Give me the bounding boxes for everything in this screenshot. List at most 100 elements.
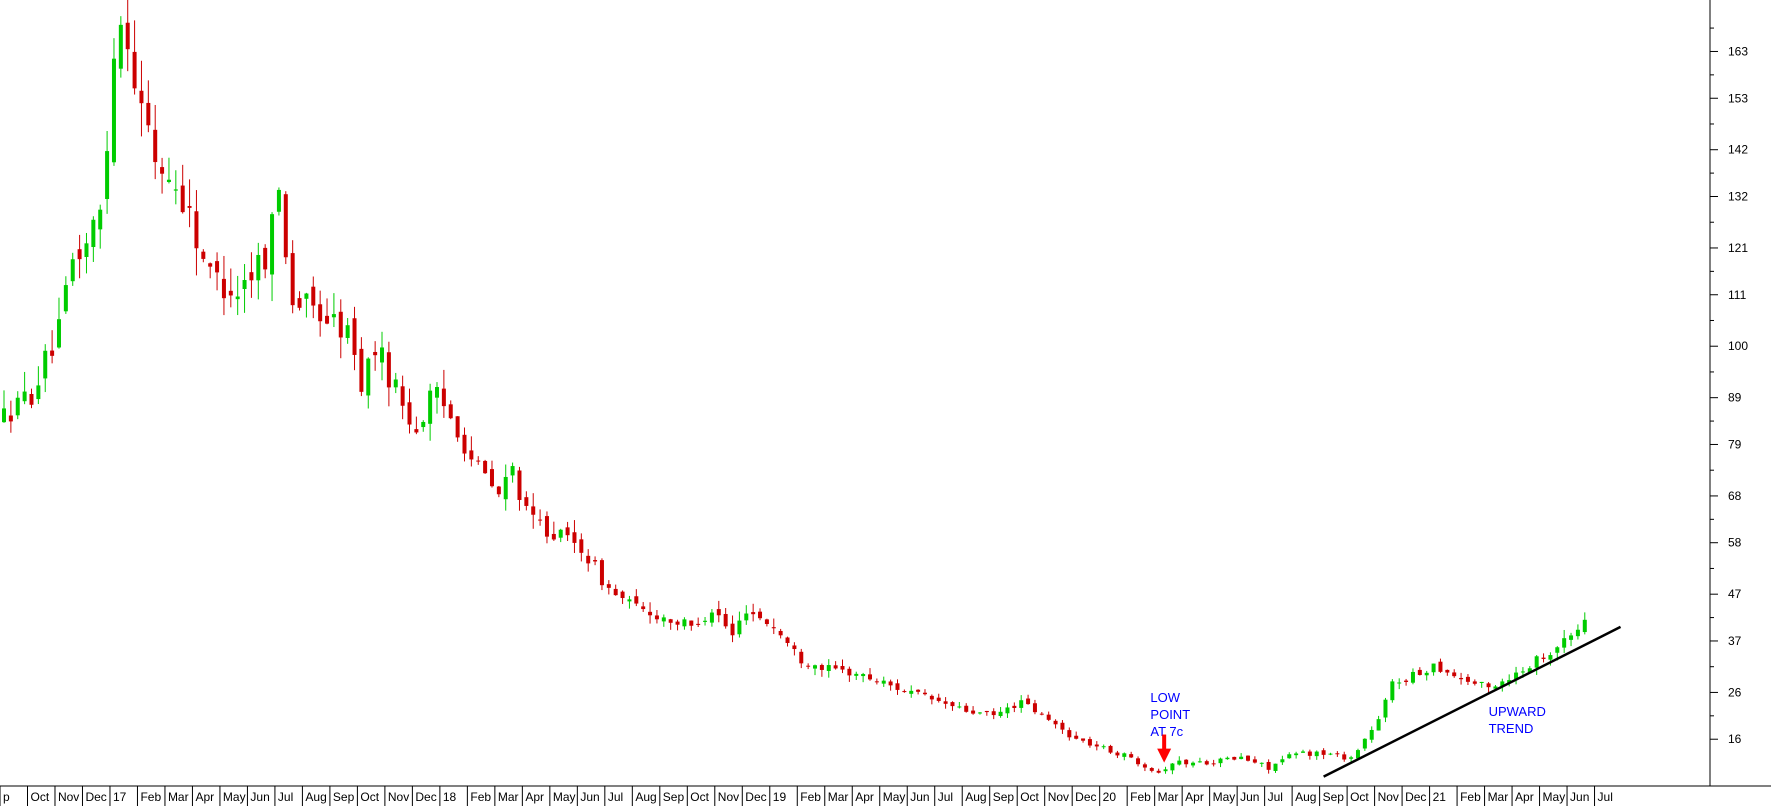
candle-body: [386, 352, 391, 388]
x-month-label: Sep: [993, 790, 1015, 804]
candle-body: [1081, 738, 1086, 741]
x-month-label: Apr: [1185, 790, 1204, 804]
candle-body: [929, 695, 934, 700]
candle-body: [1514, 672, 1519, 680]
x-month-label: Feb: [470, 790, 491, 804]
x-month-label: Jul: [608, 790, 623, 804]
candle-body: [641, 606, 646, 610]
candle-body: [1259, 762, 1264, 764]
candle-body: [297, 298, 302, 308]
candle-body: [606, 584, 611, 588]
x-month-label: 19: [773, 790, 787, 804]
y-tick-label: 163: [1728, 44, 1748, 58]
candle-body: [1534, 656, 1539, 668]
candle-body: [441, 388, 446, 407]
candle-body: [771, 627, 776, 629]
candle-body: [1486, 683, 1491, 688]
candle-body: [91, 219, 96, 248]
annotation-text: TREND: [1489, 721, 1534, 736]
candle-body: [758, 611, 763, 619]
candle-body: [544, 516, 549, 537]
x-month-label: Dec: [1075, 790, 1096, 804]
x-month-label: 21: [1433, 790, 1447, 804]
x-month-label: Aug: [305, 790, 326, 804]
candle-body: [270, 214, 275, 275]
candle-body: [325, 315, 330, 324]
x-month-label: May: [1543, 790, 1566, 804]
annotation-layer: LOW POINT AT 7c UPWARD TREND: [1150, 690, 1546, 763]
candle-body: [132, 51, 137, 89]
x-month-label: May: [223, 790, 246, 804]
x-month-label: Sep: [663, 790, 685, 804]
candle-body: [620, 591, 625, 599]
candle-body: [146, 102, 151, 126]
candle-body: [1191, 762, 1196, 766]
candle-body: [861, 674, 866, 677]
x-month-label: Mar: [828, 790, 849, 804]
x-month-label: Mar: [498, 790, 519, 804]
x-month-label: Apr: [195, 790, 214, 804]
candle-body: [428, 390, 433, 424]
candle-body: [682, 619, 687, 627]
x-month-label: Oct: [690, 790, 709, 804]
candle-body: [551, 533, 556, 540]
candle-body: [599, 560, 604, 586]
candle-body: [194, 211, 199, 249]
candle-body: [304, 293, 309, 299]
candle-body: [1349, 757, 1354, 759]
candle-body: [1232, 756, 1237, 760]
x-month-label: Aug: [635, 790, 656, 804]
candle-body: [221, 278, 226, 299]
candle-body: [1184, 759, 1189, 765]
candle-body: [1548, 655, 1553, 660]
candle-body: [1383, 699, 1388, 718]
candle-body: [1163, 769, 1168, 772]
candle-body: [366, 358, 371, 396]
candle-body: [867, 674, 872, 680]
x-month-label: Feb: [140, 790, 161, 804]
candle-body: [56, 319, 61, 348]
candle-body: [1074, 735, 1079, 739]
candle-body: [22, 391, 27, 402]
candle-body: [1520, 671, 1525, 673]
candle-body: [1053, 720, 1058, 725]
x-month-label: Dec: [745, 790, 766, 804]
candle-body: [345, 325, 350, 338]
x-month-label: Mar: [1488, 790, 1509, 804]
x-month-label: Feb: [1130, 790, 1151, 804]
candle-body: [1493, 686, 1498, 689]
candle-body: [1362, 738, 1367, 749]
candle-body: [1369, 729, 1374, 740]
candle-body: [668, 619, 673, 623]
candle-body: [249, 272, 254, 281]
candle-body: [242, 280, 247, 290]
candle-body: [1562, 638, 1567, 648]
candle-body: [1060, 722, 1065, 730]
candle-body: [43, 350, 48, 379]
candle-body: [311, 286, 316, 306]
candle-body: [874, 681, 879, 683]
y-tick-label: 26: [1728, 685, 1742, 699]
candle-body: [916, 689, 921, 692]
candle-body: [991, 711, 996, 716]
x-month-label: Jun: [580, 790, 599, 804]
candle-body: [160, 167, 165, 174]
x-month-label: Sep: [333, 790, 355, 804]
annotation-text: POINT: [1150, 707, 1190, 722]
trendline-layer: [1323, 625, 1622, 778]
candle-body: [971, 710, 976, 714]
x-month-label: Jun: [1240, 790, 1259, 804]
candle-body: [1300, 751, 1305, 753]
candle-body: [1569, 635, 1574, 640]
x-month-label: Jun: [250, 790, 269, 804]
y-tick-label: 132: [1728, 190, 1748, 204]
candle-body: [496, 486, 501, 495]
candle-body: [489, 469, 494, 487]
annotation-text: UPWARD: [1489, 704, 1546, 719]
candle-body: [1273, 763, 1278, 771]
x-month-label: Mar: [168, 790, 189, 804]
candle-body: [1252, 759, 1257, 763]
candle-body: [1404, 680, 1409, 682]
candle-body: [393, 379, 398, 388]
